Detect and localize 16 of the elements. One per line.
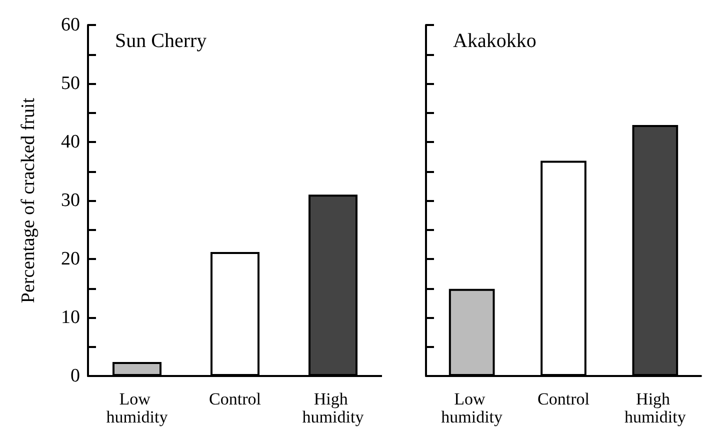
x-tick-label: Low humidity bbox=[106, 390, 168, 426]
x-tick-label: High humidity bbox=[624, 390, 686, 426]
y-tick-label: 0 bbox=[70, 366, 80, 386]
x-tick-label: Control bbox=[209, 390, 262, 408]
x-tick-label: Low humidity bbox=[441, 390, 504, 426]
chart-title: Sun Cherry bbox=[115, 30, 207, 52]
x-tick-label: Control bbox=[538, 390, 590, 408]
y-tick-label: 50 bbox=[61, 73, 80, 94]
y-tick-label: 40 bbox=[61, 132, 80, 152]
y-axis-title: Percentage of cracked fruit bbox=[18, 97, 39, 304]
y-tick-label: 60 bbox=[61, 14, 80, 36]
y-tick-label: 30 bbox=[61, 190, 80, 211]
y-tick-label: 20 bbox=[61, 248, 80, 270]
y-tick-label: 10 bbox=[61, 307, 80, 328]
chart-title: Akakokko bbox=[453, 30, 536, 52]
x-tick-label: High humidity bbox=[302, 390, 364, 426]
